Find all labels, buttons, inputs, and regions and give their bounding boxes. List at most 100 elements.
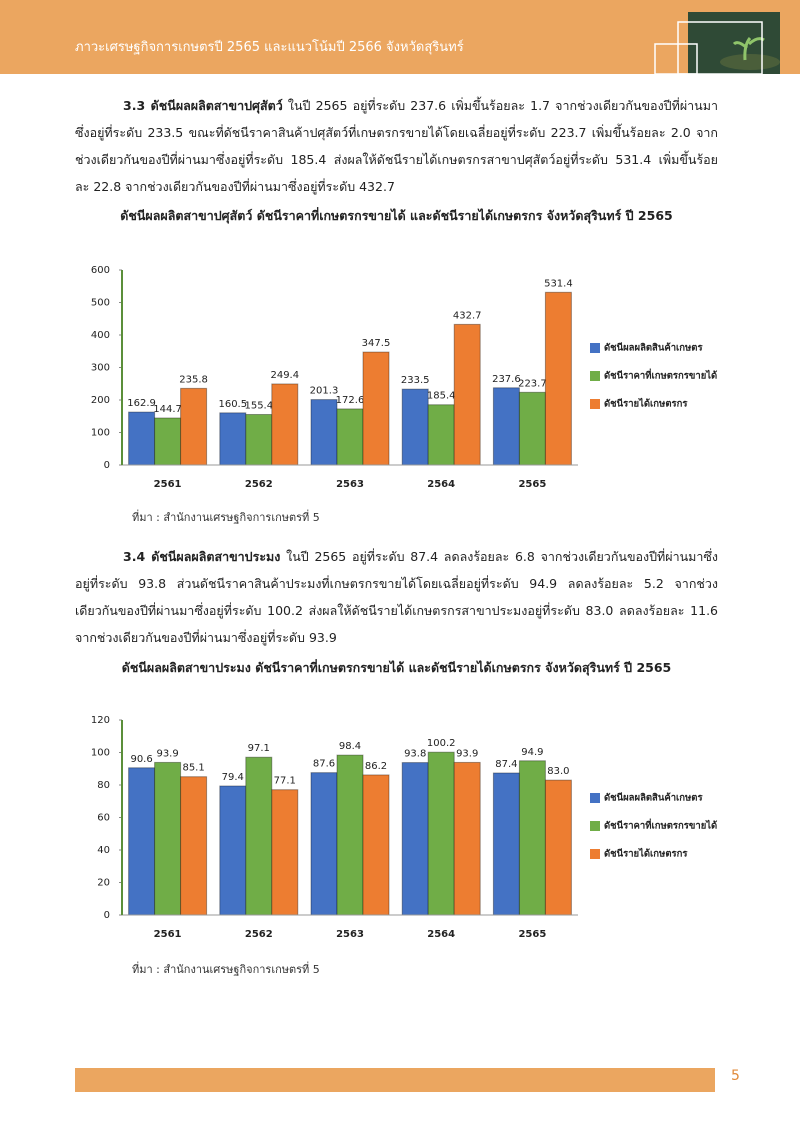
bar <box>518 391 546 466</box>
bar <box>336 408 364 466</box>
bar <box>245 413 273 466</box>
y-tick-label: 600 <box>91 265 110 276</box>
x-tick-label: 2565 <box>518 929 546 940</box>
bar <box>453 323 481 466</box>
legend-label: ดัชนีราคาที่เกษตรกรขายได้ <box>604 818 717 832</box>
source: ที่มา : สำนักงานเศรษฐกิจการเกษตรที่ 5 <box>132 963 320 976</box>
legend-swatch <box>590 849 600 859</box>
y-tick-label: 120 <box>91 715 110 726</box>
x-tick-label: 2563 <box>336 479 364 490</box>
data-label: 172.6 <box>336 395 365 406</box>
data-label: 79.4 <box>222 772 244 783</box>
data-label: 77.1 <box>274 776 296 787</box>
bar <box>401 388 429 466</box>
header-image <box>654 12 780 74</box>
y-tick-label: 40 <box>97 845 110 856</box>
data-label: 85.1 <box>182 763 204 774</box>
y-tick-label: 0 <box>104 910 110 921</box>
bar <box>427 404 455 466</box>
chart: 0 20 40 60 80 100 120 2561 90.6 93.9 85.1 2562 79.4 9… <box>91 715 717 940</box>
x-tick-label: 2565 <box>518 479 546 490</box>
legend-swatch <box>590 343 600 353</box>
data-label: 144.7 <box>153 404 182 415</box>
x-tick-label: 2564 <box>427 929 455 940</box>
y-tick-label: 0 <box>104 460 110 471</box>
source: ที่มา : สำนักงานเศรษฐกิจการเกษตรที่ 5 <box>132 511 320 524</box>
data-label: 235.8 <box>179 374 208 385</box>
legend-swatch <box>590 399 600 409</box>
y-tick-label: 20 <box>97 878 110 889</box>
data-label: 155.4 <box>244 400 273 411</box>
data-label: 162.9 <box>127 398 156 409</box>
x-tick-label: 2562 <box>245 929 273 940</box>
legend-label: ดัชนีรายได้เกษตรกร <box>604 848 688 860</box>
bar <box>336 754 364 916</box>
legend-swatch <box>590 371 600 381</box>
data-label: 531.4 <box>544 278 573 289</box>
y-tick-label: 60 <box>97 813 110 824</box>
chart-title: ดัชนีผลผลิตสาขาประมง ดัชนีราคาที่เกษตรกร… <box>121 660 672 675</box>
data-label: 87.4 <box>495 759 517 770</box>
bar <box>544 779 572 916</box>
bar <box>180 776 208 916</box>
bar <box>310 399 338 466</box>
bar <box>154 417 182 466</box>
data-label: 223.7 <box>518 378 547 389</box>
y-tick-label: 300 <box>91 363 110 374</box>
data-label: 83.0 <box>547 766 569 777</box>
paragraph-lead: 3.4 ดัชนีผลผลิตสาขาประมง <box>123 549 281 564</box>
data-label: 100.2 <box>427 738 456 749</box>
page-number: 5 <box>731 1068 740 1084</box>
x-tick-label: 2564 <box>427 479 455 490</box>
paragraph: 3.3 ดัชนีผลผลิตสาขาปศุสัตว์ ในปี 2565 อย… <box>75 92 718 200</box>
data-label: 94.9 <box>521 747 543 758</box>
bar <box>362 351 390 466</box>
y-tick-label: 100 <box>91 428 110 439</box>
x-tick-label: 2563 <box>336 929 364 940</box>
bar <box>128 411 156 466</box>
bar <box>271 383 299 466</box>
legend-label: ดัชนีผลผลิตสินค้าเกษตร <box>604 792 703 804</box>
y-tick-label: 500 <box>91 298 110 309</box>
legend-swatch <box>590 821 600 831</box>
bar <box>453 761 481 916</box>
x-tick-label: 2561 <box>154 479 182 490</box>
bar <box>128 767 156 916</box>
paragraph-text: ในปี 2565 อยู่ที่ระดับ 237.6 เพิ่มขึ้นร้… <box>75 98 718 194</box>
legend-label: ดัชนีผลผลิตสินค้าเกษตร <box>604 342 703 354</box>
x-tick-label: 2561 <box>154 929 182 940</box>
data-label: 90.6 <box>130 754 152 765</box>
bar <box>518 760 546 916</box>
data-label: 347.5 <box>362 338 391 349</box>
bar <box>219 785 247 916</box>
legend-label: ดัชนีราคาที่เกษตรกรขายได้ <box>604 368 717 382</box>
y-tick-label: 80 <box>97 780 110 791</box>
bar <box>544 291 572 466</box>
y-tick-label: 200 <box>91 395 110 406</box>
data-label: 97.1 <box>248 743 270 754</box>
bar <box>271 789 299 916</box>
paragraph-lead: 3.3 ดัชนีผลผลิตสาขาปศุสัตว์ <box>123 98 283 113</box>
data-label: 93.8 <box>404 749 426 760</box>
header-title: ภาวะเศรษฐกิจการเกษตรปี 2565 และแนวโน้มปี… <box>75 40 464 55</box>
data-label: 201.3 <box>310 386 339 397</box>
data-label: 233.5 <box>401 375 430 386</box>
bar <box>492 387 520 466</box>
chart-title: ดัชนีผลผลิตสาขาปศุสัตว์ ดัชนีราคาที่เกษต… <box>120 208 673 223</box>
bar <box>245 756 273 916</box>
data-label: 86.2 <box>365 761 387 772</box>
legend-label: ดัชนีรายได้เกษตรกร <box>604 398 688 410</box>
x-tick-label: 2562 <box>245 479 273 490</box>
bar <box>219 412 247 466</box>
bar <box>427 751 455 916</box>
bar <box>180 387 208 466</box>
data-label: 432.7 <box>453 310 482 321</box>
paragraph-text: ในปี 2565 อยู่ที่ระดับ 87.4 ลดลงร้อยละ 6… <box>75 549 719 645</box>
data-label: 160.5 <box>218 399 247 410</box>
data-label: 93.9 <box>156 748 178 759</box>
paragraph: 3.4 ดัชนีผลผลิตสาขาประมง ในปี 2565 อยู่ท… <box>75 543 718 651</box>
bar <box>310 772 338 916</box>
bar <box>492 772 520 916</box>
footer-band <box>75 1068 715 1092</box>
